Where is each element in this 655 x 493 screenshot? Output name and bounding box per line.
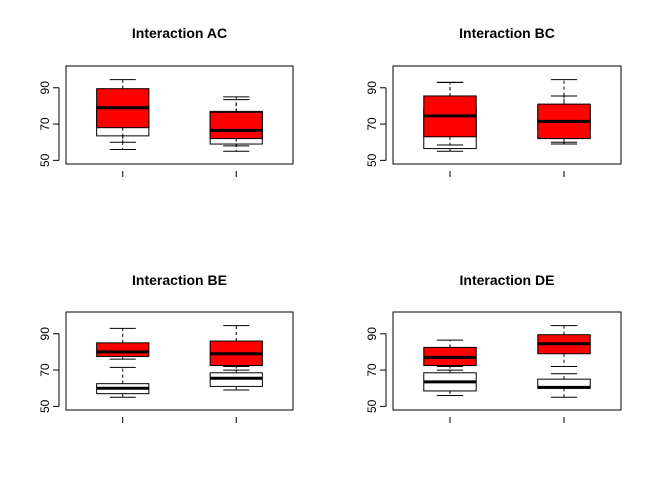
plot-frame [392, 65, 622, 165]
y-tick-label: 90 [365, 81, 379, 95]
y-tick-label: 70 [365, 117, 379, 131]
red-box [423, 339, 477, 371]
chart-panel: Interaction AC 50 70 90 [38, 25, 294, 177]
red-box [209, 325, 263, 371]
red-box [537, 325, 591, 367]
plot-frame [65, 311, 294, 411]
y-tick-label: 50 [365, 153, 379, 167]
box-iqr [209, 111, 263, 140]
y-tick-label: 70 [38, 363, 52, 377]
y-tick-label: 50 [38, 399, 52, 413]
box-iqr [96, 342, 150, 357]
white-box [96, 366, 150, 398]
chart-panel: Interaction BE 50 70 90 [38, 272, 294, 423]
white-box [423, 365, 477, 396]
plot-frame [392, 311, 622, 411]
red-box [96, 79, 150, 143]
chart-panel: Interaction BC 50 70 90 [365, 25, 622, 177]
chart-panel: Interaction DE 50 70 90 [365, 272, 622, 423]
chart-title: Interaction BE [132, 272, 227, 288]
y-tick-label: 90 [38, 81, 52, 95]
red-box [537, 95, 591, 143]
red-box [96, 327, 150, 360]
white-box [537, 373, 591, 398]
red-box [209, 99, 263, 147]
chart-title: Interaction DE [460, 272, 555, 288]
y-tick-label: 70 [365, 363, 379, 377]
y-tick-label: 70 [38, 117, 52, 131]
white-box [209, 365, 263, 391]
chart-title: Interaction BC [459, 25, 555, 41]
plot-frame [65, 65, 294, 165]
y-tick-label: 90 [365, 327, 379, 341]
y-tick-label: 90 [38, 327, 52, 341]
y-tick-label: 50 [365, 399, 379, 413]
red-box [423, 81, 477, 146]
chart-title: Interaction AC [132, 25, 227, 41]
y-tick-label: 50 [38, 153, 52, 167]
